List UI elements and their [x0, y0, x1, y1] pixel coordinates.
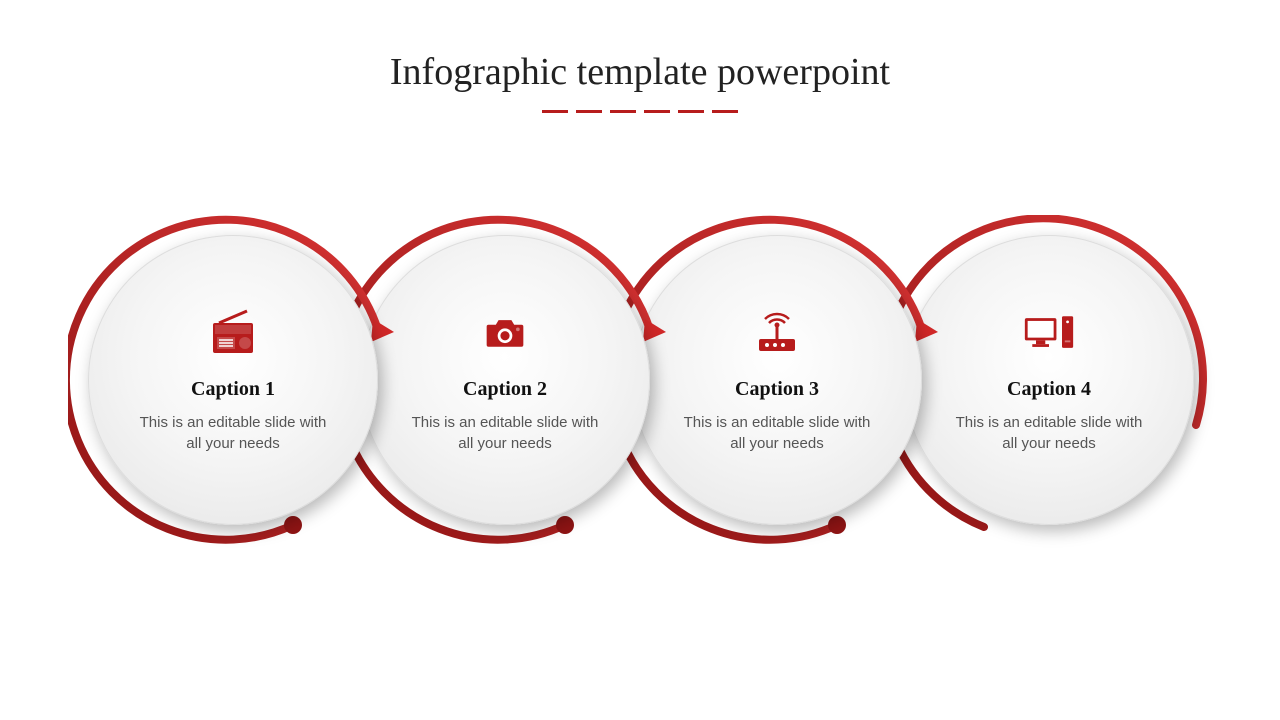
circles-row: Caption 1 This is an editable slide with…: [68, 215, 1212, 545]
step-desc: This is an editable slide with all your …: [133, 413, 333, 454]
step-desc: This is an editable slide with all your …: [949, 413, 1149, 454]
step-caption: Caption 3: [735, 378, 819, 401]
divider-dash: [712, 110, 738, 113]
divider-dash: [576, 110, 602, 113]
radio-icon: [206, 306, 260, 360]
step-disc: Caption 1 This is an editable slide with…: [88, 235, 378, 525]
page-title: Infographic template powerpoint: [0, 50, 1280, 94]
step-caption: Caption 1: [191, 378, 275, 401]
divider-dash: [678, 110, 704, 113]
step-desc: This is an editable slide with all your …: [677, 413, 877, 454]
step-disc: Caption 3 This is an editable slide with…: [632, 235, 922, 525]
divider-dash: [610, 110, 636, 113]
step-1: Caption 1 This is an editable slide with…: [68, 215, 398, 545]
computer-icon: [1022, 306, 1076, 360]
step-caption: Caption 4: [1007, 378, 1091, 401]
step-disc: Caption 2 This is an editable slide with…: [360, 235, 650, 525]
wifi-router-icon: [750, 306, 804, 360]
step-caption: Caption 2: [463, 378, 547, 401]
divider-dash: [644, 110, 670, 113]
step-disc: Caption 4 This is an editable slide with…: [904, 235, 1194, 525]
camera-icon: [478, 306, 532, 360]
step-desc: This is an editable slide with all your …: [405, 413, 605, 454]
divider-dash: [542, 110, 568, 113]
title-divider: [542, 110, 738, 113]
